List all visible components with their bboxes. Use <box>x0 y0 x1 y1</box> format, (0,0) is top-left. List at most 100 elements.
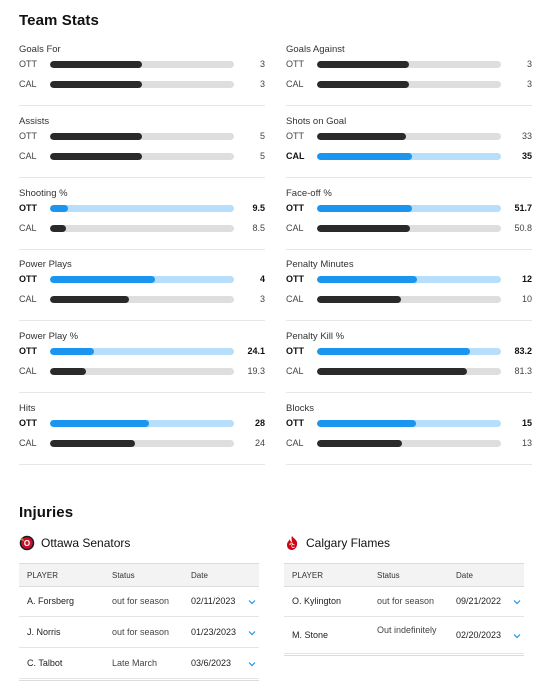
stat-team-label: CAL <box>19 438 37 448</box>
injury-row[interactable]: J. Norris out for season 01/23/2023 <box>19 617 259 648</box>
team-name: Calgary Flames <box>306 536 391 550</box>
stat-row: OTT 24.1 <box>19 345 265 357</box>
injury-date: 09/21/2022 <box>456 596 502 606</box>
team-name: Ottawa Senators <box>41 536 131 550</box>
stat-team-label: CAL <box>286 150 305 161</box>
stat-bar-fill <box>50 348 95 356</box>
stat-value: 19.3 <box>247 366 265 377</box>
injuries-title: Injuries <box>19 504 74 521</box>
stat-team-label: OTT <box>19 202 37 213</box>
stat-row: OTT 15 <box>286 417 532 429</box>
stat-bar-fill <box>50 132 142 140</box>
stat-value: 3 <box>259 79 265 89</box>
chevron-down-icon[interactable] <box>247 628 257 638</box>
stat-row: OTT 3 <box>286 58 532 70</box>
stat-row: CAL 50.8 <box>286 222 532 234</box>
stat-bar-fill <box>317 61 409 68</box>
stat-name: Face-off % <box>286 187 332 199</box>
stat-row: OTT 12 <box>286 273 532 285</box>
table-header: PLAYER Status Date <box>284 563 524 587</box>
injury-row[interactable]: M. Stone Out indefinitely 02/20/2023 <box>284 617 524 654</box>
stat-value: 81.3 <box>514 366 532 377</box>
stat-row: OTT 5 <box>19 130 265 142</box>
column-status: Status <box>112 571 135 580</box>
stat-name: Power Plays <box>19 259 72 271</box>
injury-status: Out indefinitely <box>377 625 437 635</box>
stat-team-label: CAL <box>286 222 304 233</box>
stat-bar-track <box>50 61 234 68</box>
stat-bar-fill <box>317 420 416 427</box>
injury-row[interactable]: A. Forsberg out for season 02/11/2023 <box>19 587 259 617</box>
stat-bar-track <box>317 440 501 447</box>
stat-block: Goals For OTT 3 CAL 3 <box>19 44 265 106</box>
stat-team-label: OTT <box>19 130 37 141</box>
team-header-ottawa: O Ottawa Senators <box>19 535 130 551</box>
stat-bar-track <box>317 420 501 427</box>
team-stats-title: Team Stats <box>19 12 99 29</box>
chevron-down-icon[interactable] <box>247 597 257 607</box>
stat-bar-fill <box>50 276 156 284</box>
svg-text:O: O <box>24 539 30 548</box>
stat-value: 8.5 <box>252 222 265 233</box>
stat-value: 50.8 <box>514 222 532 233</box>
chevron-down-icon[interactable] <box>247 659 257 669</box>
stat-name: Shots on Goal <box>286 115 347 127</box>
stat-team-label: CAL <box>19 294 37 305</box>
stat-row: OTT 3 <box>19 58 265 70</box>
stat-team-label: OTT <box>19 346 37 357</box>
stat-team-label: OTT <box>19 274 37 285</box>
injury-row[interactable]: O. Kylington out for season 09/21/2022 <box>284 587 524 617</box>
stat-team-label: CAL <box>286 294 304 305</box>
injury-status: out for season <box>377 596 435 606</box>
stat-value: 3 <box>259 294 265 305</box>
injury-row[interactable]: C. Talbot Late March 03/6/2023 <box>19 648 259 679</box>
stat-value: 5 <box>259 130 265 141</box>
stat-bar-track <box>50 81 234 88</box>
stat-block: Power Plays OTT 4 CAL 3 <box>19 259 265 322</box>
stat-row: CAL 24 <box>19 437 265 449</box>
stat-bar-track <box>317 224 501 232</box>
stat-row: CAL 3 <box>286 78 532 90</box>
stat-row: CAL 3 <box>19 293 265 305</box>
column-player: PLAYER <box>27 571 58 580</box>
stat-row: OTT 51.7 <box>286 202 532 214</box>
stat-name: Power Play % <box>19 331 79 343</box>
stat-value: 10 <box>521 294 532 305</box>
stat-name: Penalty Minutes <box>286 259 354 271</box>
stat-team-label: OTT <box>286 274 304 285</box>
stat-row: CAL 19.3 <box>19 365 265 377</box>
stat-name: Shooting % <box>19 187 68 199</box>
stat-block: Goals Against OTT 3 CAL 3 <box>286 44 532 106</box>
stat-bar-track <box>50 440 234 447</box>
stat-value: 24 <box>254 438 265 448</box>
stat-row: OTT 28 <box>19 417 265 429</box>
stat-row: OTT 4 <box>19 273 265 285</box>
stat-name: Goals For <box>19 44 61 55</box>
chevron-down-icon[interactable] <box>512 631 522 641</box>
injury-status: out for season <box>112 596 170 606</box>
stat-bar-track <box>317 61 501 68</box>
calgary-flames-logo-icon: C <box>287 536 298 550</box>
stat-value: 3 <box>526 59 532 69</box>
stat-bar-fill <box>50 368 86 376</box>
stat-team-label: OTT <box>19 59 37 69</box>
stat-bar-fill <box>317 132 407 140</box>
stat-bar-track <box>50 348 234 356</box>
stat-value: 5 <box>259 150 265 161</box>
stat-bar-track <box>50 204 234 212</box>
stat-row: CAL 10 <box>286 293 532 305</box>
stat-row: OTT 9.5 <box>19 202 265 214</box>
stat-bar-fill <box>317 204 413 212</box>
team-header-calgary: C Calgary Flames <box>284 535 390 551</box>
stat-value: 35 <box>521 150 532 161</box>
stat-team-label: OTT <box>286 130 304 141</box>
chevron-down-icon[interactable] <box>512 597 522 607</box>
stat-team-label: CAL <box>19 150 37 161</box>
injury-date: 02/20/2023 <box>456 630 502 640</box>
stat-team-label: CAL <box>286 366 304 377</box>
column-date: Date <box>456 571 473 580</box>
stat-block: Penalty Kill % OTT 83.2 CAL 81.3 <box>286 331 532 394</box>
stat-row: OTT 83.2 <box>286 345 532 357</box>
stat-row: CAL 8.5 <box>19 222 265 234</box>
stat-row: CAL 3 <box>19 78 265 90</box>
